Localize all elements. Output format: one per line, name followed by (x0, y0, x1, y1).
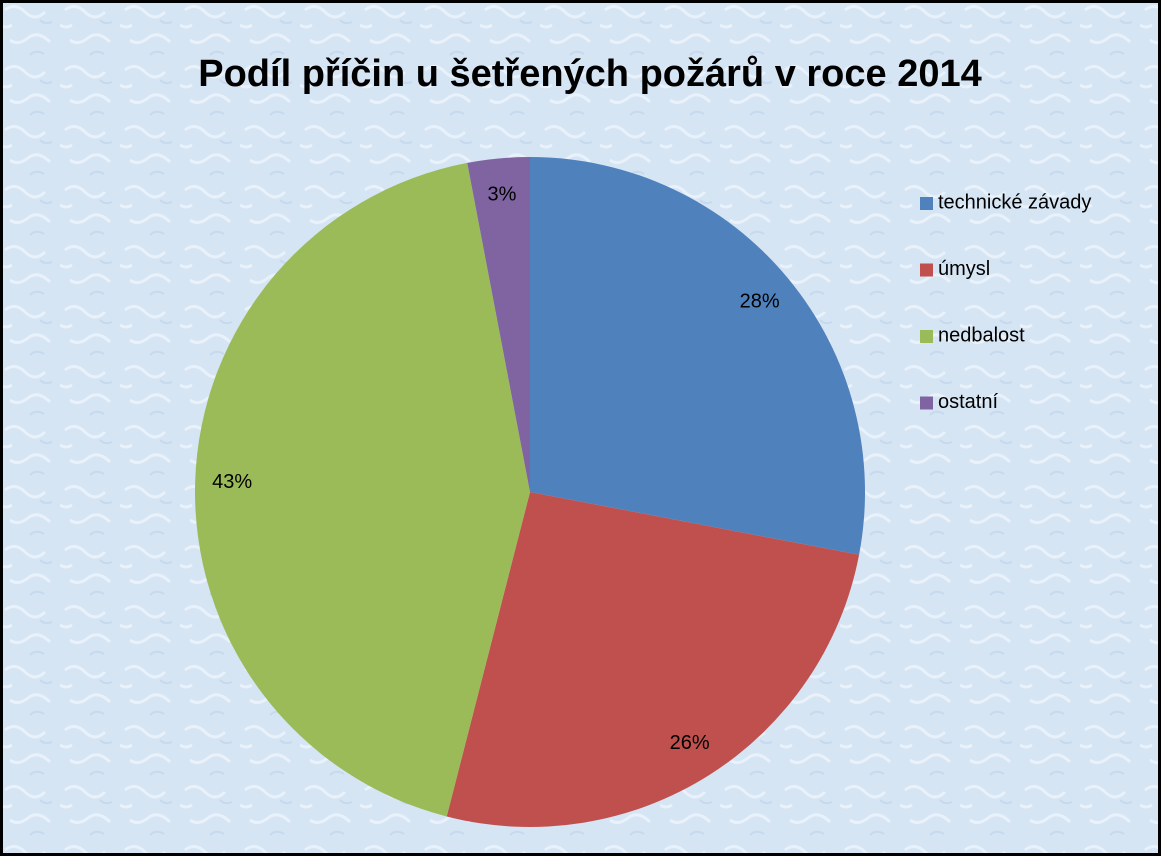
data-label: 43% (212, 471, 252, 493)
legend-label: nedbalost (938, 324, 1025, 346)
legend-swatch (920, 396, 933, 410)
legend-swatch (920, 197, 933, 210)
pie-slice (467, 157, 530, 492)
data-label: 28% (740, 290, 780, 312)
data-label: 3% (488, 184, 517, 206)
data-label: 26% (670, 732, 710, 754)
pie-slice (195, 162, 530, 817)
pie-slice (446, 492, 860, 827)
legend-label: technické závady (938, 191, 1091, 213)
legend-swatch (920, 330, 933, 343)
legend-label: úmysl (938, 258, 990, 280)
legend-swatch (920, 263, 933, 277)
legend-label: ostatní (938, 391, 998, 413)
pie-slice (530, 157, 865, 555)
chart-title: Podíl příčin u šetřených požárů v roce 2… (198, 53, 982, 95)
